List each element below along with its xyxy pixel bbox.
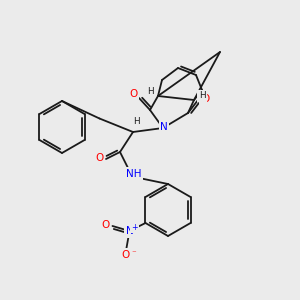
Text: O: O <box>201 94 209 104</box>
Text: NH: NH <box>126 169 142 179</box>
Text: H: H <box>199 92 205 100</box>
Text: +: + <box>131 223 138 232</box>
Text: O: O <box>101 220 110 230</box>
Text: N: N <box>126 226 134 236</box>
Text: H: H <box>133 118 139 127</box>
Text: O: O <box>129 89 137 99</box>
Text: O: O <box>95 153 103 163</box>
Text: O: O <box>122 250 130 260</box>
Text: N: N <box>160 122 168 132</box>
Text: H: H <box>147 88 153 97</box>
Text: ⁻: ⁻ <box>131 250 136 259</box>
